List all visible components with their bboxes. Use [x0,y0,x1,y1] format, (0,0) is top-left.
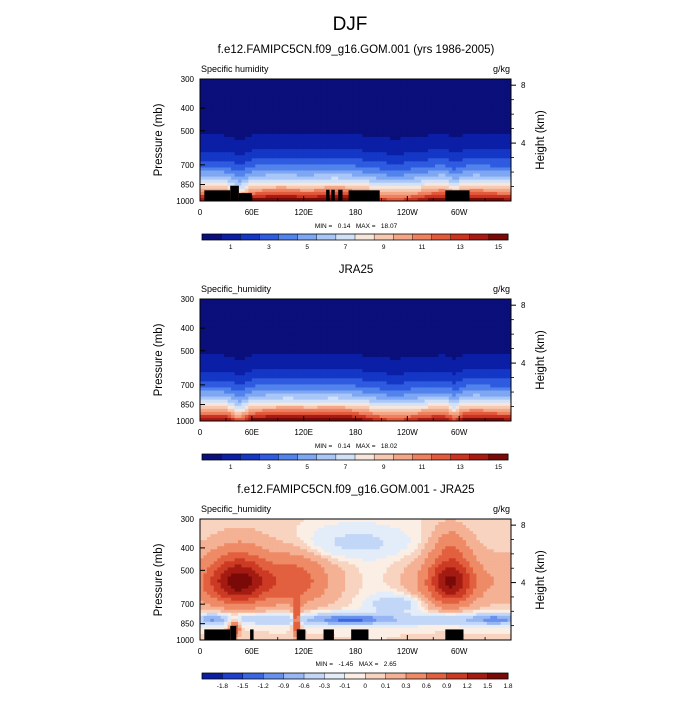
topography-mask [445,190,469,202]
y-axis-title: Pressure (mb) [153,103,165,176]
colorbar-swatch [489,234,508,240]
colorbar-label: 11 [419,244,426,251]
variable-label: Specific_humidity [201,284,272,294]
x-tick-label: 120E [294,208,313,217]
panel-title: JRA25 [339,264,374,276]
colorbar-swatch [279,234,298,240]
colorbar-label: 15 [495,244,503,251]
contour-field [200,299,512,422]
colorbar-swatch [393,234,412,240]
y-tick-label: 700 [181,161,195,170]
contour-field [200,79,512,202]
x-tick-label: 60W [451,208,468,217]
topography-mask [230,186,239,202]
colorbar-label: 3 [267,244,271,251]
units-label: g/kg [493,64,510,74]
colorbar-label: 13 [457,244,465,251]
min-max-stats: MIN = 0.14 MAX = 18.07 [315,223,398,230]
y-tick-label: 850 [181,181,195,190]
colorbar-label: 5 [305,244,309,251]
colorbar-swatch [355,234,374,240]
topography-mask [326,190,329,202]
y-tick-label: 300 [181,75,195,84]
height-tick-label: 4 [521,139,526,148]
x-tick-label: 60E [245,208,259,217]
colorbar-swatch [221,234,240,240]
x-tick-label: 0 [198,208,203,217]
colorbar-swatch [202,234,221,240]
colorbar-swatch [432,234,451,240]
x-tick-label: 120W [397,208,418,217]
y-tick-label: 500 [181,127,195,136]
panel-model: f.e12.FAMIPC5CN.f09_g16.GOM.001 (yrs 198… [153,44,547,251]
y-tick-label: 1000 [176,197,194,206]
variable-label: Specific humidity [201,64,269,74]
colorbar-swatch [298,234,317,240]
colorbar-label: 9 [382,244,386,251]
units-label: g/kg [493,284,510,294]
colorbar-label: 1 [229,244,233,251]
colorbar-swatch [336,234,355,240]
colorbar-swatch [412,234,431,240]
x-tick-label: 180 [349,208,363,217]
topography-mask [349,190,380,202]
height-tick-label: 8 [521,81,526,90]
figure-title: DJF [333,14,368,35]
colorbar-swatch [259,234,278,240]
topography-mask [331,190,334,202]
panel-title: f.e12.FAMIPC5CN.f09_g16.GOM.001 (yrs 198… [218,44,495,56]
colorbar-swatch [451,234,470,240]
topography-mask [338,190,342,202]
colorbar-swatch [470,234,489,240]
colorbar-label: 7 [344,244,348,251]
colorbar-swatch [317,234,336,240]
y-axis-height: 84 [511,81,526,186]
y-tick-label: 400 [181,104,195,113]
y-axis-right-title: Height (km) [535,110,547,170]
colorbar-swatch [374,234,393,240]
colorbar-swatch [240,234,259,240]
topography-mask [204,190,230,202]
